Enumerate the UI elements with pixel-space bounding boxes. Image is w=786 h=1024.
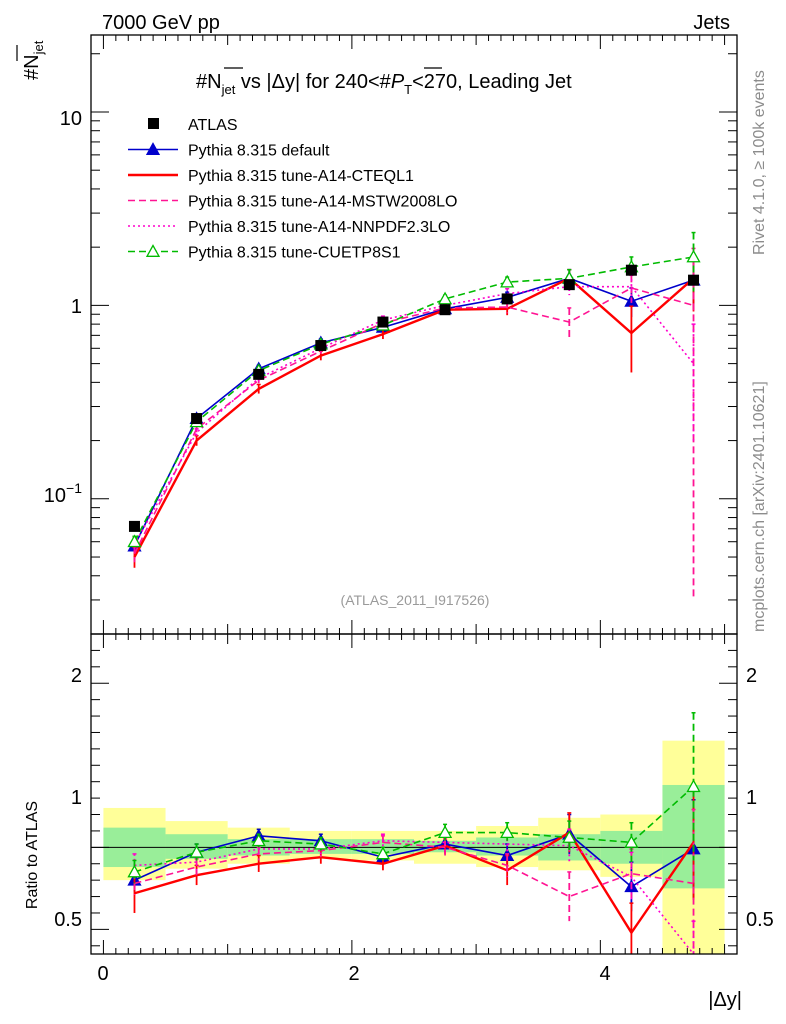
marker-ratio-4-3 — [313, 836, 328, 850]
ratio-panel-frame — [90, 633, 738, 955]
side-rivet-label: Rivet 4.1.0, ≥ 100k events — [751, 70, 768, 255]
x-tick-label-4: 4 — [599, 963, 610, 985]
atlas-point-0 — [128, 520, 140, 532]
marker-main-4-9 — [686, 249, 701, 263]
y-tick-label-10: 10 — [60, 108, 82, 130]
marker-main-4-6 — [500, 274, 515, 288]
svg-text:#Njet vs |Δy| for 240<#PT<270,: #Njet vs |Δy| for 240<#PT<270, Leading J… — [196, 71, 572, 97]
ratio-tick-label-2: 2 — [71, 665, 82, 687]
chart-title: #Njet vs |Δy| for 240<#PT<270, Leading J… — [196, 67, 572, 97]
series-line-main-2 — [133, 287, 694, 555]
marker-ratio-4-7 — [562, 830, 577, 843]
atlas-point-7 — [563, 279, 575, 291]
series-line-main-4 — [133, 256, 694, 543]
legend-label-pythia-8-315-tune-a14-nnpdf2-3lo: Pythia 8.315 tune-A14-NNPDF2.3LO — [188, 219, 450, 236]
legend-marker-atlas — [148, 118, 159, 129]
marker-ratio-4-2 — [251, 833, 266, 847]
atlas-point-9 — [688, 274, 700, 286]
ratio-tick-label-1: 1 — [71, 787, 82, 809]
series-atlas — [128, 264, 700, 532]
analysis-watermark: (ATLAS_2011_I917526) — [341, 592, 490, 608]
legend-label-pythia-8-315-tune-cuetp8s1: Pythia 8.315 tune-CUETP8S1 — [188, 245, 401, 262]
marker-ratio-4-0 — [127, 864, 142, 878]
ratio-tick-label-1-right: 1 — [746, 787, 757, 809]
x-tick-label-0: 0 — [97, 963, 108, 985]
svg-text:#Njet: #Njet — [21, 40, 46, 80]
legend-label-pythia-8-315-default: Pythia 8.315 default — [188, 143, 330, 160]
header-energy: 7000 GeV pp — [102, 12, 220, 34]
atlas-point-2 — [253, 368, 265, 380]
marker-ratio-4-4 — [375, 846, 391, 860]
side-mcplots-label: mcplots.cern.ch [arXiv:2401.10621] — [751, 381, 768, 632]
axes-frame — [90, 34, 738, 955]
marker-ratio-4-9 — [686, 779, 701, 793]
marker-main-4-5 — [437, 291, 453, 305]
ratio-tick-label-0.5-right: 0.5 — [746, 909, 774, 931]
marker-ratio-4-8 — [624, 835, 639, 848]
series-line-ratio-3 — [134, 839, 695, 955]
atlas-point-6 — [501, 293, 513, 305]
header-jets: Jets — [693, 12, 730, 34]
atlas-point-8 — [625, 264, 637, 276]
legend-label-atlas: ATLAS — [188, 117, 238, 134]
series-line-main-1 — [133, 276, 695, 558]
series-line-main-0 — [133, 277, 694, 547]
atlas-point-5 — [439, 304, 451, 316]
series-line-main-3 — [133, 285, 695, 545]
atlas-point-4 — [377, 316, 389, 328]
y-tick-label-1: 1 — [71, 296, 82, 318]
legend-label-pythia-8-315-tune-a14-cteql1: Pythia 8.315 tune-A14-CTEQL1 — [188, 168, 414, 185]
x-tick-label-2: 2 — [348, 963, 359, 985]
legend: ATLAS Pythia 8.315 default Pythia 8.315 tu… — [128, 117, 457, 262]
ratio-band-inner-4 — [351, 839, 414, 854]
y-tick-label-0.1: 10−1 — [44, 480, 82, 507]
y-axis-label: #Njet — [16, 40, 46, 80]
series-line-ratio-4 — [134, 786, 695, 873]
legend-marker-pythia-8-315-default — [145, 142, 161, 155]
ratio-tick-label-2-right: 2 — [746, 665, 757, 687]
x-axis-label: |Δy| — [708, 989, 742, 1011]
series-line-ratio-1 — [134, 830, 695, 935]
series-pythia-8-315-default — [127, 257, 701, 912]
atlas-point-3 — [315, 340, 327, 352]
legend-marker-pythia-8-315-tune-cuetp8s1 — [145, 244, 161, 257]
data-series — [127, 231, 701, 955]
marker-main-4-0 — [127, 534, 142, 548]
series-pythia-8-315-tune-cuetp8s1 — [127, 231, 701, 884]
atlas-point-1 — [191, 413, 203, 425]
marker-ratio-4-6 — [500, 825, 515, 839]
marker-ratio-4-5 — [437, 825, 453, 839]
ratio-tick-label-0.5: 0.5 — [54, 909, 82, 931]
legend-label-pythia-8-315-tune-a14-mstw2008lo: Pythia 8.315 tune-A14-MSTW2008LO — [188, 194, 457, 211]
marker-ratio-4-1 — [189, 844, 204, 858]
ratio-y-label: Ratio to ATLAS — [24, 801, 41, 909]
